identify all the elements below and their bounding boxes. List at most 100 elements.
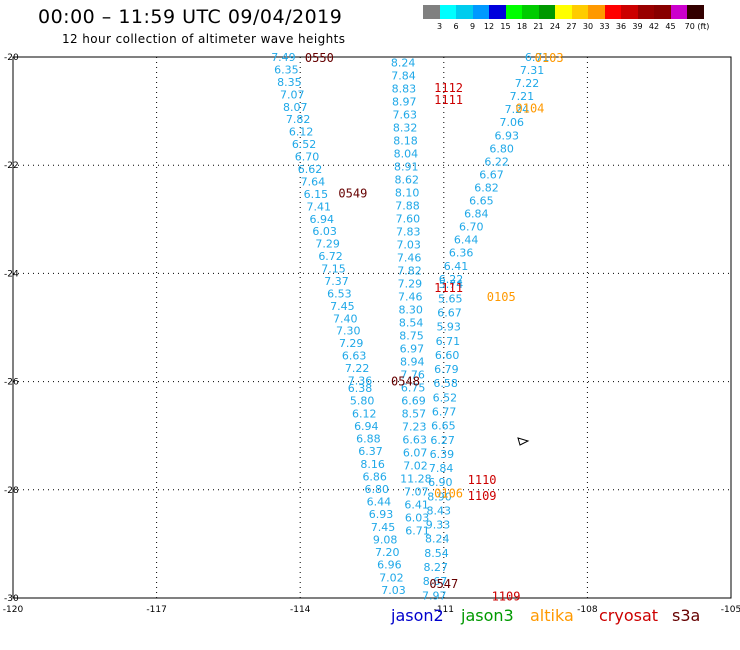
wave-height-value: 7.82 (286, 113, 311, 126)
scale-label: 27 (566, 22, 577, 31)
scale-label: 9 (469, 22, 476, 31)
wave-height-value: 7.30 (336, 325, 361, 338)
legend-jason3: jason3 (461, 606, 514, 625)
y-tick-label: -26 (4, 378, 19, 388)
wave-height-value: 7.64 (301, 175, 326, 188)
scale-swatch (439, 5, 456, 19)
wave-height-value: 9.08 (373, 533, 398, 546)
scale-label: 24 (549, 22, 561, 31)
wave-height-value: 6.44 (367, 496, 392, 509)
wave-height-value: 8.24 (425, 533, 450, 546)
plot-frame (12, 56, 732, 599)
wave-height-value: 6.93 (494, 129, 519, 142)
wave-height-value: 6.60 (435, 349, 460, 362)
scale-label: 30 (582, 22, 594, 31)
wave-height-value: 8.32 (393, 121, 418, 134)
wave-height-value: 8.54 (424, 547, 449, 560)
map-subtitle: 12 hour collection of altimeter wave hei… (62, 32, 346, 46)
wave-height-value: 6.22 (439, 273, 464, 286)
wave-height-value: 6.67 (437, 306, 462, 319)
scale-swatch (670, 5, 687, 19)
wave-height-value: 7.07 (404, 485, 429, 498)
wave-height-value: 6.52 (292, 138, 317, 151)
pass-label: 1109 (492, 589, 521, 603)
wave-height-value: 6.03 (312, 225, 337, 238)
scale-swatch (505, 5, 522, 19)
scale-label: 18 (516, 22, 528, 31)
wave-height-value: 7.06 (500, 116, 525, 129)
wave-height-value: 7.02 (379, 571, 404, 584)
pass-label: 0548 (391, 375, 420, 389)
wave-height-value: 6.93 (369, 508, 394, 521)
scale-label: 21 (533, 22, 544, 31)
wave-height-value: 5.65 (438, 292, 463, 305)
wave-height-value: 6.96 (377, 559, 402, 572)
scale-swatch (423, 5, 440, 19)
scale-label: 6 (453, 22, 459, 31)
wave-height-value: 8.18 (393, 134, 418, 147)
wave-height-value: 6.37 (358, 445, 383, 458)
wave-height-value: 8.91 (394, 160, 419, 173)
wave-height-value: 8.04 (394, 147, 419, 160)
wave-height-value: 6.65 (431, 420, 456, 433)
wave-height-value: 7.45 (371, 521, 396, 534)
wave-height-value: 6.27 (430, 434, 455, 447)
wave-height-value: 6.71 (525, 51, 550, 64)
wave-height-value: 6.63 (342, 350, 367, 363)
scale-swatch (538, 5, 555, 19)
wave-height-value: 6.12 (352, 407, 377, 420)
wave-height-value: 7.46 (398, 290, 423, 303)
wave-height-value: 6.84 (464, 208, 489, 221)
scale-swatch (571, 5, 588, 19)
color-scale-swatches (423, 5, 704, 19)
wave-height-value: 7.83 (396, 225, 421, 238)
pass-label: 0547 (429, 577, 458, 591)
wave-height-value: 8.24 (391, 56, 416, 69)
wave-height-value: 8.10 (395, 186, 420, 199)
wave-height-value: 6.80 (365, 483, 390, 496)
wave-height-value: 6.75 (401, 381, 426, 394)
y-tick-label: -24 (4, 269, 19, 279)
legend-altika: altika (530, 606, 574, 625)
wave-height-value: 6.07 (403, 446, 428, 459)
legend-jason2: jason2 (391, 606, 444, 625)
wave-height-value: 8.07 (283, 101, 308, 114)
wave-height-value: 6.86 (362, 470, 387, 483)
wave-height-value: 6.70 (295, 151, 320, 164)
wave-height-value: 6.41 (444, 260, 469, 273)
scale-label: 15 (500, 22, 511, 31)
wave-height-value: 5.93 (436, 321, 461, 334)
wave-height-value: 6.77 (432, 405, 457, 418)
wave-height-value: 6.63 (402, 433, 427, 446)
scale-swatch (456, 5, 473, 19)
wave-height-value: 6.65 (469, 195, 494, 208)
wave-height-value: 8.83 (392, 82, 417, 95)
wave-height-value: 6.79 (434, 363, 459, 376)
wave-height-value: 7.36 (348, 375, 373, 388)
wave-height-value: 6.22 (484, 155, 509, 168)
wave-height-value: 7.76 (400, 368, 425, 381)
map-title: 00:00 – 11:59 UTC 09/04/2019 (38, 6, 343, 28)
wave-height-value: 7.22 (345, 362, 370, 375)
wave-height-value: 8.30 (398, 303, 423, 316)
wave-height-value: 7.46 (397, 251, 422, 264)
wave-height-value: 7.84 (429, 462, 454, 475)
wave-height-value: 6.82 (474, 181, 499, 194)
scale-label: 45 (665, 22, 676, 31)
wave-height-value: 7.45 (330, 300, 355, 313)
x-tick-label: -105 (721, 605, 740, 615)
wave-height-value: 6.71 (405, 524, 430, 537)
scale-swatch (522, 5, 539, 19)
wave-height-value: 7.88 (395, 199, 420, 212)
pass-label: 1110 (468, 473, 497, 487)
wave-height-value: 8.67 (423, 575, 448, 588)
x-tick-label: -108 (577, 605, 598, 615)
wave-height-value: 7.21 (510, 90, 535, 103)
pass-label: 0104 (516, 101, 545, 115)
scale-label: 33 (599, 22, 610, 31)
wave-height-value: 8.27 (423, 561, 448, 574)
pass-label: 0106 (434, 487, 463, 501)
wave-height-value: 8.90 (427, 490, 452, 503)
wave-height-value: 8.43 (427, 504, 452, 517)
